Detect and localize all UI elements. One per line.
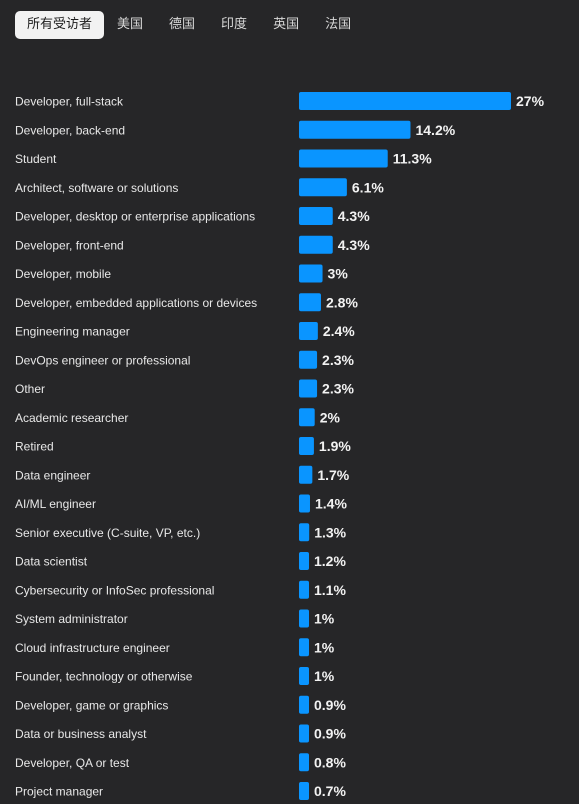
category-label-system-administrator: System administrator [15, 612, 128, 626]
category-label-project-manager: Project manager [15, 785, 103, 799]
bar-developer-desktop-or-enterprise-applications[interactable] [299, 207, 333, 225]
bar-developer-game-or-graphics[interactable] [299, 695, 309, 714]
value-label-student: 11.3% [393, 151, 432, 167]
tab-india[interactable]: 印度 [221, 17, 248, 32]
value-label-academic-researcher: 2% [320, 409, 341, 425]
value-label-developer-front-end: 4.3% [338, 237, 370, 253]
category-label-engineering-manager: Engineering manager [15, 325, 130, 339]
bar-system-administrator[interactable] [299, 609, 309, 628]
tab-all-respondents[interactable]: 所有受访者 [15, 11, 105, 39]
bar-architect-software-or-solutions[interactable] [299, 178, 347, 197]
category-label-data-scientist: Data scientist [15, 555, 88, 569]
bar-developer-qa-or-test[interactable] [299, 753, 309, 772]
category-label-devops-engineer-or-professional: DevOps engineer or professional [15, 353, 190, 367]
bar-data-scientist[interactable] [299, 552, 309, 570]
value-label-retired: 1.9% [319, 438, 351, 454]
value-label-system-administrator: 1% [314, 611, 335, 627]
category-label-developer-desktop-or-enterprise-applications: Developer, desktop or enterprise applica… [15, 210, 255, 224]
tab-france[interactable]: 法国 [325, 17, 352, 32]
value-label-data-scientist: 1.2% [314, 553, 346, 569]
value-label-senior-executive-c-suite-vp-etc: 1.3% [314, 524, 346, 540]
bar-retired[interactable] [299, 437, 314, 455]
category-label-developer-mobile: Developer, mobile [15, 267, 111, 281]
value-label-devops-engineer-or-professional: 2.3% [322, 352, 354, 368]
value-label-other: 2.3% [322, 381, 354, 397]
value-label-data-engineer: 1.7% [317, 467, 349, 483]
country-tabs: 所有受访者 美国 德国 印度 英国 法国 [15, 11, 364, 39]
category-label-cybersecurity-or-infosec-professional: Cybersecurity or InfoSec professional [15, 583, 214, 597]
category-label-developer-back-end: Developer, back-end [15, 123, 125, 137]
category-label-developer-full-stack: Developer, full-stack [15, 95, 124, 109]
bar-academic-researcher[interactable] [299, 408, 315, 427]
category-label-developer-front-end: Developer, front-end [15, 238, 124, 252]
value-label-developer-embedded-applications-or-devices: 2.8% [326, 294, 358, 310]
bar-data-or-business-analyst[interactable] [299, 724, 309, 743]
value-label-developer-desktop-or-enterprise-applications: 4.3% [338, 208, 370, 224]
value-label-developer-game-or-graphics: 0.9% [314, 697, 346, 713]
value-label-developer-back-end: 14.2% [415, 122, 455, 138]
category-label-developer-game-or-graphics: Developer, game or graphics [15, 698, 168, 712]
value-label-engineering-manager: 2.4% [323, 323, 355, 339]
bar-project-manager[interactable] [299, 782, 309, 800]
bar-developer-embedded-applications-or-devices[interactable] [299, 293, 321, 312]
bar-data-engineer[interactable] [299, 465, 313, 484]
bar-ai-ml-engineer[interactable] [299, 494, 310, 513]
tab-usa[interactable]: 美国 [117, 17, 144, 32]
category-label-data-or-business-analyst: Data or business analyst [15, 727, 147, 741]
value-label-developer-qa-or-test: 0.8% [314, 754, 346, 770]
value-label-founder-technology-or-otherwise: 1% [314, 668, 335, 684]
category-label-cloud-infrastructure-engineer: Cloud infrastructure engineer [15, 641, 170, 655]
category-label-developer-qa-or-test: Developer, QA or test [15, 756, 130, 770]
value-label-developer-full-stack: 27% [516, 93, 545, 109]
category-label-architect-software-or-solutions: Architect, software or solutions [15, 181, 178, 195]
category-label-other: Other [15, 382, 45, 396]
value-label-cybersecurity-or-infosec-professional: 1.1% [314, 582, 346, 598]
bar-developer-full-stack[interactable] [299, 92, 511, 110]
tab-germany[interactable]: 德国 [169, 17, 196, 32]
bar-developer-front-end[interactable] [299, 235, 333, 254]
category-label-academic-researcher: Academic researcher [15, 411, 128, 425]
bar-engineering-manager[interactable] [299, 322, 318, 340]
bar-founder-technology-or-otherwise[interactable] [299, 667, 309, 685]
bar-cloud-infrastructure-engineer[interactable] [299, 638, 309, 657]
value-label-architect-software-or-solutions: 6.1% [352, 179, 384, 195]
category-label-retired: Retired [15, 440, 54, 454]
category-label-ai-ml-engineer: AI/ML engineer [15, 497, 96, 511]
category-label-senior-executive-c-suite-vp-etc: Senior executive (C-suite, VP, etc.) [15, 526, 200, 540]
bar-senior-executive-c-suite-vp-etc[interactable] [299, 523, 310, 542]
value-label-developer-mobile: 3% [328, 266, 349, 282]
tab-uk[interactable]: 英国 [273, 17, 300, 32]
bar-devops-engineer-or-professional[interactable] [299, 350, 318, 369]
bar-developer-back-end[interactable] [299, 120, 411, 139]
category-label-student: Student [15, 152, 57, 166]
value-label-data-or-business-analyst: 0.9% [314, 726, 346, 742]
bar-student[interactable] [299, 149, 388, 168]
value-label-cloud-infrastructure-engineer: 1% [314, 639, 335, 655]
bar-other[interactable] [299, 379, 318, 398]
category-label-developer-embedded-applications-or-devices: Developer, embedded applications or devi… [15, 296, 257, 310]
bar-cybersecurity-or-infosec-professional[interactable] [299, 580, 309, 599]
value-label-project-manager: 0.7% [314, 783, 346, 799]
category-label-data-engineer: Data engineer [15, 468, 90, 482]
category-label-founder-technology-or-otherwise: Founder, technology or otherwise [15, 670, 193, 684]
bar-developer-mobile[interactable] [299, 264, 323, 283]
value-label-ai-ml-engineer: 1.4% [315, 496, 347, 512]
